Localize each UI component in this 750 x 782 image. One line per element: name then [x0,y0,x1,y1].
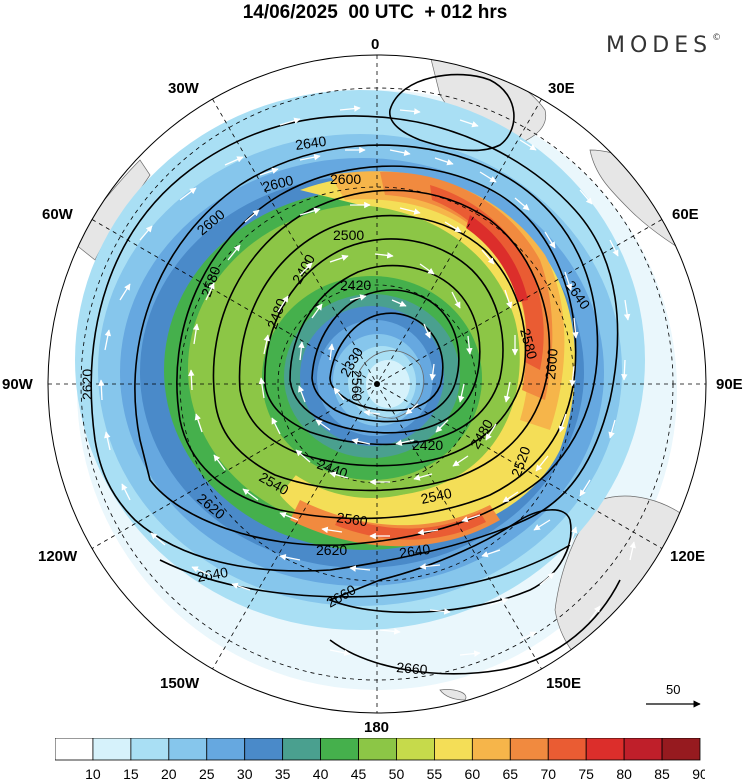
wind-speed-field [48,55,706,713]
colorbar-label: 75 [578,766,594,782]
colorbar-swatch [358,738,397,761]
lon-label-30w: 30W [168,80,200,97]
colorbar-swatch [509,738,549,761]
map-title: 14/06/2025 00 UTC + 012 hrs [242,2,508,23]
colorbar-label: 30 [237,766,253,782]
colorbar-label: 15 [123,766,139,782]
contour-label: 2600 [542,348,561,381]
colorbar-label: 45 [351,766,367,782]
colorbar-swatch [547,738,587,761]
colorbar: 10 15 20 25 30 35 40 45 50 55 60 65 70 75 80 85 90 [55,738,705,782]
contour-label: 2620 [316,542,347,558]
lon-label-30e: 30E [548,80,575,97]
colorbar-swatch [244,738,284,761]
colorbar-label: 20 [161,766,177,782]
colorbar-label: 65 [503,766,519,782]
colorbar-swatch [130,738,170,761]
colorbar-label: 85 [654,766,670,782]
contour-label: 2420 [412,437,443,453]
colorbar-swatch [434,738,473,761]
longitude-labels: 0 30E 60E 90E 120E 150E 180 150W 120W 90… [2,36,743,735]
colorbar-swatch [396,738,435,761]
colorbar-label: 90 [692,766,705,782]
colorbar-label: 35 [275,766,291,782]
colorbar-label: 25 [199,766,215,782]
height-contours [90,73,621,675]
colorbar-swatch [206,738,246,761]
contour-label: 2540 [419,485,453,507]
polar-map: 2640 2600 2600 2600 2500 2420 2330 2580 … [2,36,743,735]
contour-label: 2560 [349,370,365,401]
contour-label: 2640 [196,564,230,585]
colorbar-swatch [661,738,701,761]
contour-label: 2640 [294,133,327,153]
colorbar-swatch [320,738,359,761]
colorbar-swatch [92,738,132,761]
lon-label-180: 180 [364,719,389,735]
lon-label-0: 0 [371,36,379,53]
lon-label-60w: 60W [42,206,74,223]
lon-label-150e: 150E [546,675,581,692]
brand-name: MODES [606,33,713,58]
contour-label: 2600 [261,172,295,195]
contour-label: 2640 [398,541,431,561]
south-pole-marker [374,381,380,387]
map-boundary [47,54,707,714]
reference-vector: 50 [646,682,701,708]
colorbar-label: 40 [313,766,329,782]
colorbar-swatch [471,738,511,761]
lon-label-120e: 120E [670,548,705,565]
lon-label-120w: 120W [38,548,78,565]
colorbar-swatch [55,738,94,761]
lon-label-150w: 150W [160,675,200,692]
contour-label: 2660 [396,659,429,678]
wind-vectors [98,105,636,657]
contour-label: 2620 [79,369,95,400]
contour-label: 2420 [340,277,371,293]
colorbar-label: 55 [427,766,443,782]
reference-vector-label: 50 [666,682,680,697]
lon-label-60e: 60E [672,206,699,223]
brand-mark: © [712,33,722,43]
colorbar-label: 70 [540,766,556,782]
colorbar-labels: 10 15 20 25 30 35 40 45 50 55 60 65 70 75 80 85 90 [85,766,705,782]
contour-label: 2580 [517,327,541,361]
contour-label: 2560 [336,509,369,529]
contour-label: 2600 [330,171,361,187]
colorbar-label: 80 [616,766,632,782]
lon-label-90e: 90E [716,376,743,393]
lon-label-90w: 90W [2,376,34,393]
colorbar-swatch [282,738,321,761]
contour-label: 2500 [333,227,364,243]
colorbar-boxes [55,738,701,761]
colorbar-label: 60 [465,766,481,782]
colorbar-swatch [585,738,625,761]
colorbar-swatch [623,738,663,761]
brand-logo: MODES© [606,33,721,58]
colorbar-label: 50 [389,766,405,782]
colorbar-label: 10 [85,766,101,782]
colorbar-swatch [168,738,208,761]
